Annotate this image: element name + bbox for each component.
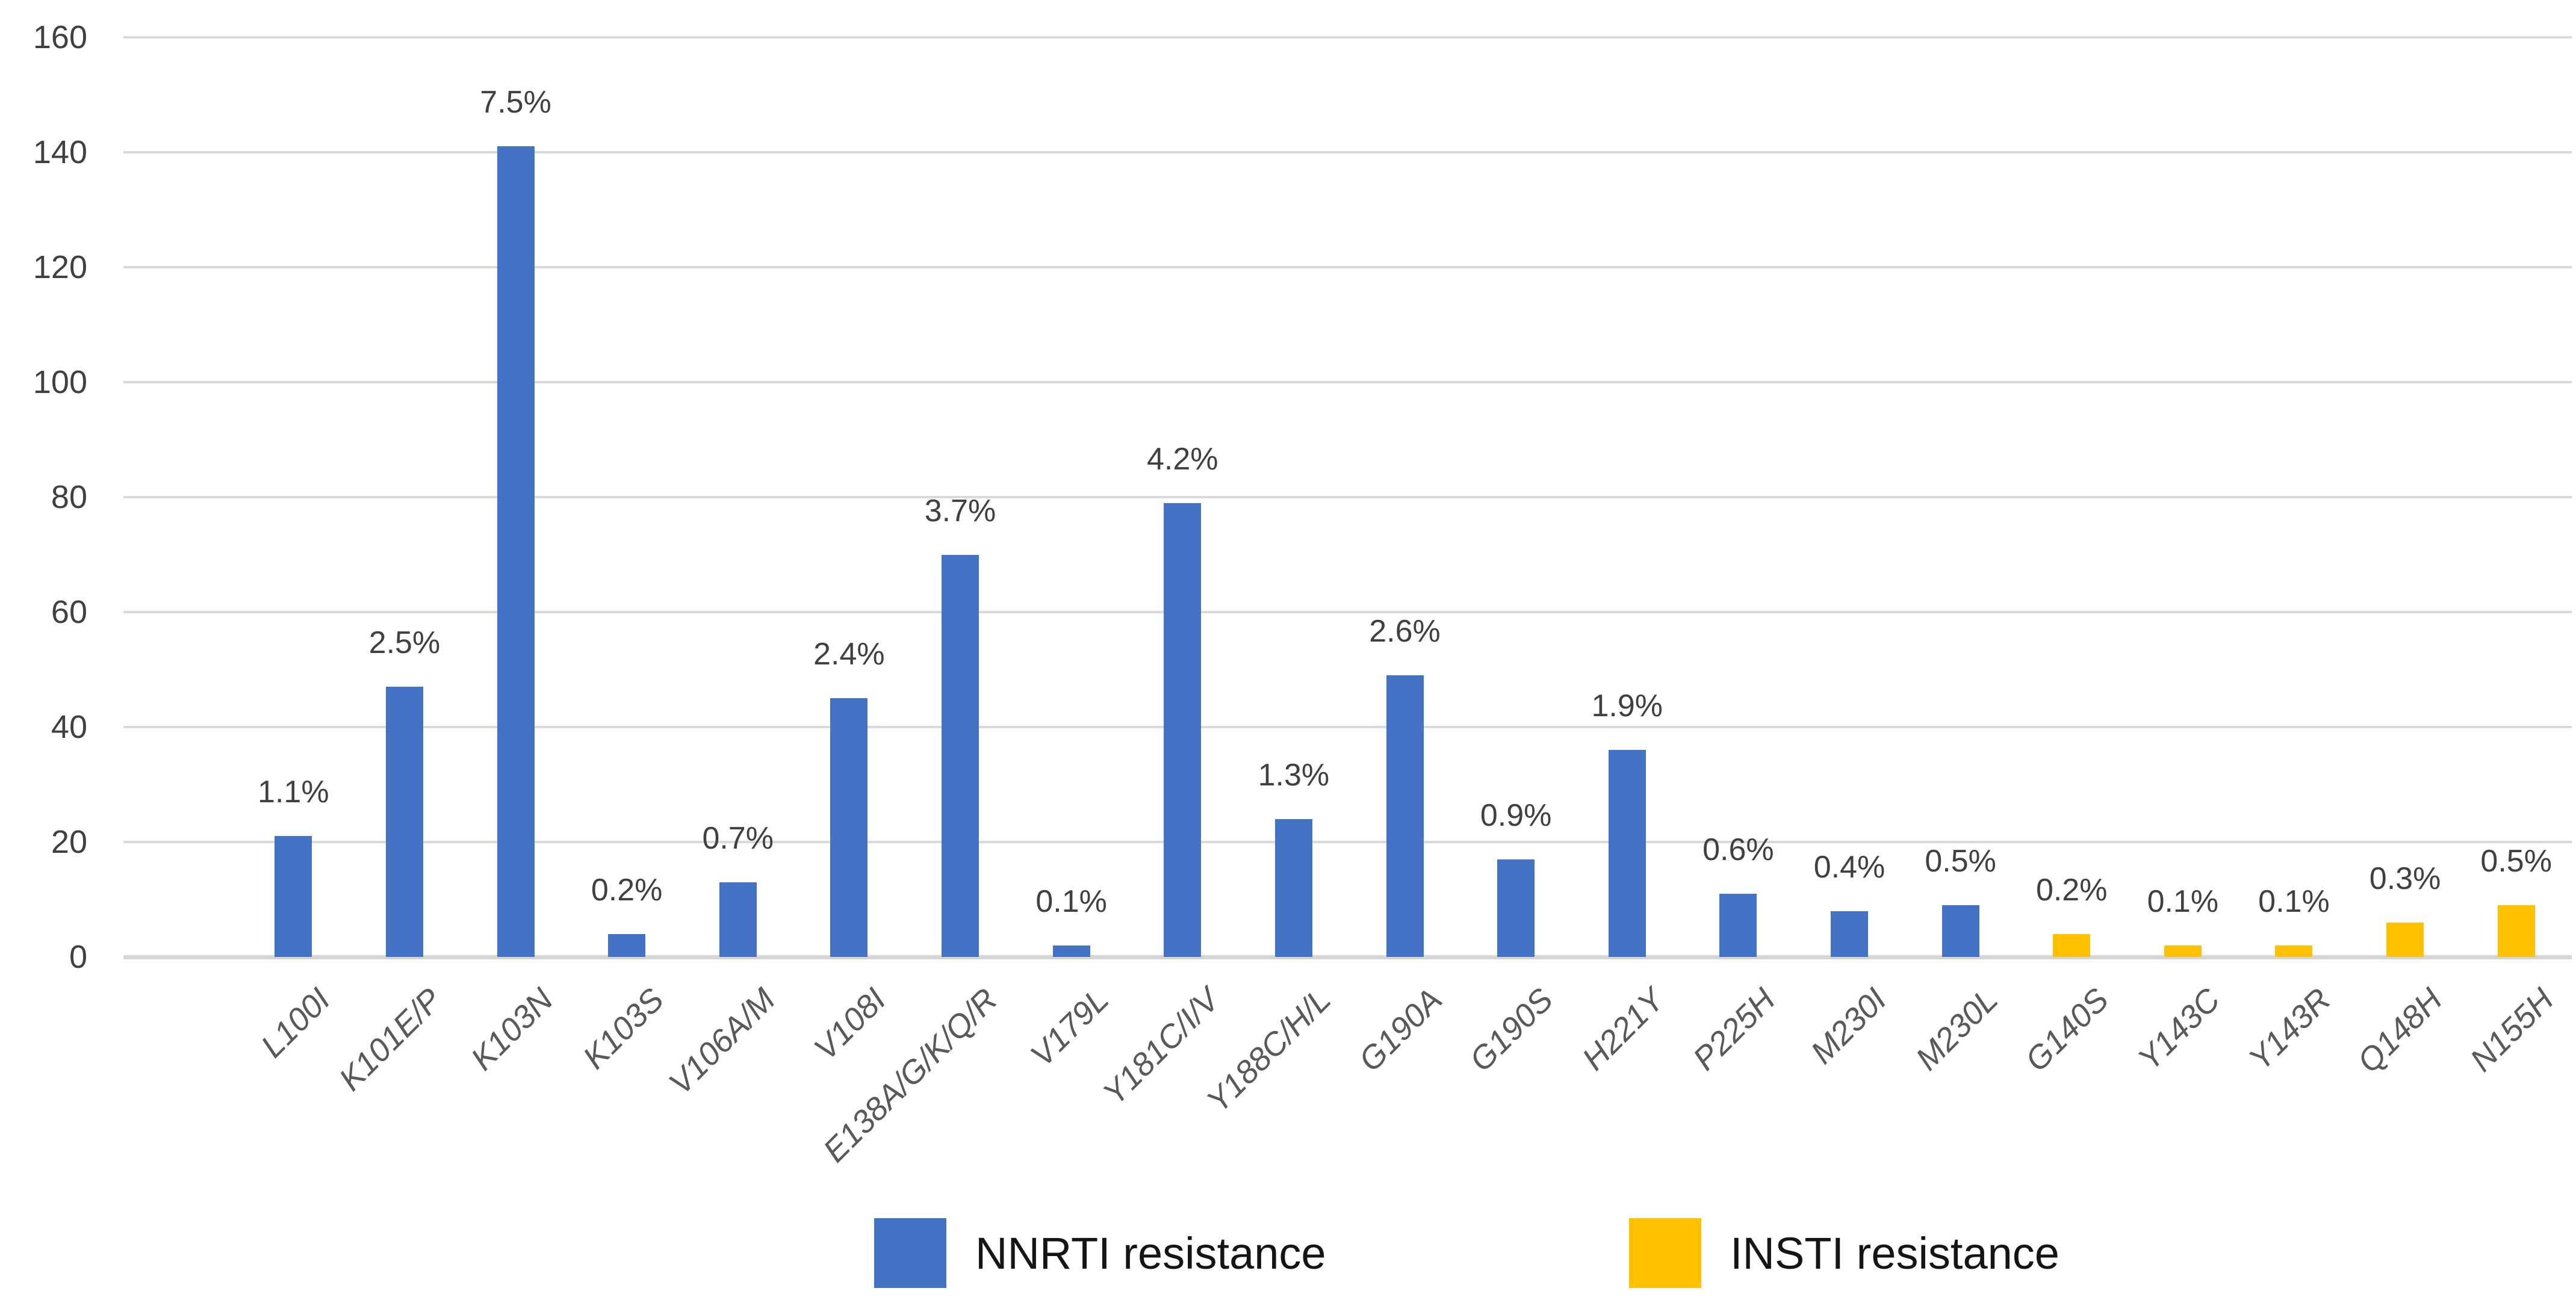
- data-label-L100I: 1.1%: [258, 775, 329, 810]
- gridline-40: [123, 726, 2572, 728]
- data-label-V108I: 2.4%: [813, 637, 885, 672]
- data-label-E138A/G/K/Q/R: 3.7%: [924, 493, 996, 528]
- bar-V179L: [1052, 945, 1090, 957]
- x-label-P225H: P225H: [1686, 981, 1783, 1077]
- bar-Y143R: [2275, 945, 2313, 957]
- bar-M230I: [1830, 911, 1868, 957]
- bar-K103N: [497, 146, 535, 957]
- bar-Q148H: [2386, 922, 2424, 957]
- data-label-G140S: 0.2%: [2035, 872, 2108, 908]
- gridline-100: [123, 381, 2572, 383]
- gridline-20: [123, 841, 2572, 843]
- data-label-Y181C/I/V: 4.2%: [1146, 441, 1218, 477]
- data-label-N155H: 0.5%: [2480, 844, 2552, 879]
- data-label-V179L: 0.1%: [1035, 884, 1107, 919]
- y-tick-label-160: 160: [33, 19, 87, 55]
- x-label-Q148H: Q148H: [2350, 981, 2450, 1080]
- data-label-Y188C/H/L: 1.3%: [1258, 757, 1330, 793]
- x-label-G190S: G190S: [1462, 981, 1560, 1079]
- y-tick-label-40: 40: [51, 709, 87, 745]
- x-label-H221Y: H221Y: [1575, 981, 1671, 1077]
- y-tick-label-0: 0: [69, 939, 87, 975]
- bar-Y188C/H/L: [1274, 819, 1312, 957]
- data-label-V106A/M: 0.7%: [702, 820, 774, 856]
- y-tick-label-20: 20: [51, 824, 87, 860]
- x-label-K103S: K103S: [576, 981, 671, 1076]
- x-label-V108I: V108I: [807, 981, 893, 1067]
- legend-entry-insti: INSTI resistance: [1629, 1218, 2059, 1288]
- gridline-60: [123, 611, 2572, 613]
- data-label-K103S: 0.2%: [591, 872, 663, 908]
- y-tick-label-120: 120: [33, 249, 87, 285]
- y-tick-label-80: 80: [51, 479, 87, 515]
- legend-entry-nnrti: NNRTI resistance: [874, 1218, 1326, 1288]
- nnrti-legend-swatch: [874, 1218, 946, 1288]
- x-label-V106A/M: V106A/M: [662, 981, 782, 1102]
- x-label-Y143C: Y143C: [2131, 981, 2227, 1077]
- bar-K101E/P: [385, 687, 423, 957]
- y-tick-label-60: 60: [51, 594, 87, 630]
- bar-G140S: [2053, 933, 2091, 957]
- bar-Y181C/I/V: [1164, 503, 1202, 957]
- bar-L100I: [275, 836, 312, 957]
- data-label-Q148H: 0.3%: [2369, 861, 2441, 896]
- x-label-L100I: L100I: [254, 981, 338, 1065]
- data-label-P225H: 0.6%: [1702, 832, 1774, 867]
- x-label-K103N: K103N: [464, 981, 560, 1077]
- insti-legend-swatch: [1629, 1218, 1701, 1288]
- data-label-M230I: 0.4%: [1813, 849, 1885, 885]
- x-label-M230I: M230I: [1804, 981, 1894, 1071]
- x-label-G140S: G140S: [2019, 981, 2116, 1079]
- y-tick-label-140: 140: [33, 134, 87, 170]
- gridline-80: [123, 496, 2572, 498]
- data-label-Y143C: 0.1%: [2147, 884, 2219, 919]
- data-label-G190A: 2.6%: [1369, 614, 1441, 649]
- x-label-Y143R: Y143R: [2242, 981, 2338, 1077]
- data-label-M230L: 0.5%: [1925, 844, 1996, 879]
- bar-V106A/M: [719, 882, 757, 957]
- bar-V108I: [830, 698, 868, 957]
- x-label-N155H: N155H: [2463, 981, 2560, 1079]
- bar-H221Y: [1608, 750, 1646, 957]
- bar-Y143C: [2164, 945, 2202, 957]
- x-label-K101E/P: K101E/P: [332, 981, 449, 1098]
- x-label-M230L: M230L: [1908, 981, 2005, 1077]
- data-label-K103N: 7.5%: [480, 85, 551, 120]
- insti-legend-label: INSTI resistance: [1730, 1228, 2059, 1278]
- bar-E138A/G/K/Q/R: [942, 554, 979, 957]
- gridline-140: [123, 151, 2572, 153]
- bar-G190A: [1386, 675, 1424, 957]
- x-label-V179L: V179L: [1023, 981, 1116, 1074]
- y-tick-label-100: 100: [33, 364, 87, 400]
- gridline-160: [123, 36, 2572, 39]
- bar-N155H: [2497, 905, 2535, 957]
- bar-P225H: [1719, 893, 1757, 957]
- bar-M230L: [1941, 905, 1979, 957]
- data-label-K101E/P: 2.5%: [368, 625, 441, 661]
- x-label-G190A: G190A: [1352, 981, 1449, 1079]
- data-label-Y143R: 0.1%: [2258, 884, 2330, 919]
- data-label-H221Y: 1.9%: [1591, 689, 1663, 724]
- data-label-G190S: 0.9%: [1480, 797, 1552, 833]
- bar-G190S: [1497, 859, 1535, 957]
- gridline-120: [123, 266, 2572, 268]
- nnrti-legend-label: NNRTI resistance: [975, 1228, 1326, 1278]
- bar-K103S: [608, 933, 646, 957]
- gridline-0: [123, 955, 2572, 959]
